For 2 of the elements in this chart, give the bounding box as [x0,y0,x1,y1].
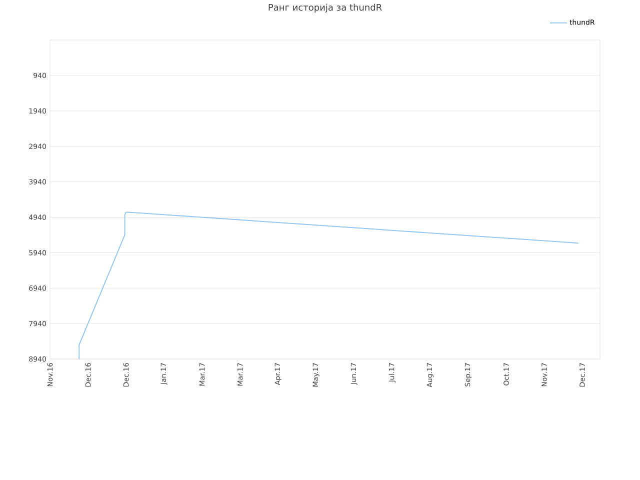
line-series [78,212,579,360]
chart-title: Ранг историја за thundR [268,4,382,12]
